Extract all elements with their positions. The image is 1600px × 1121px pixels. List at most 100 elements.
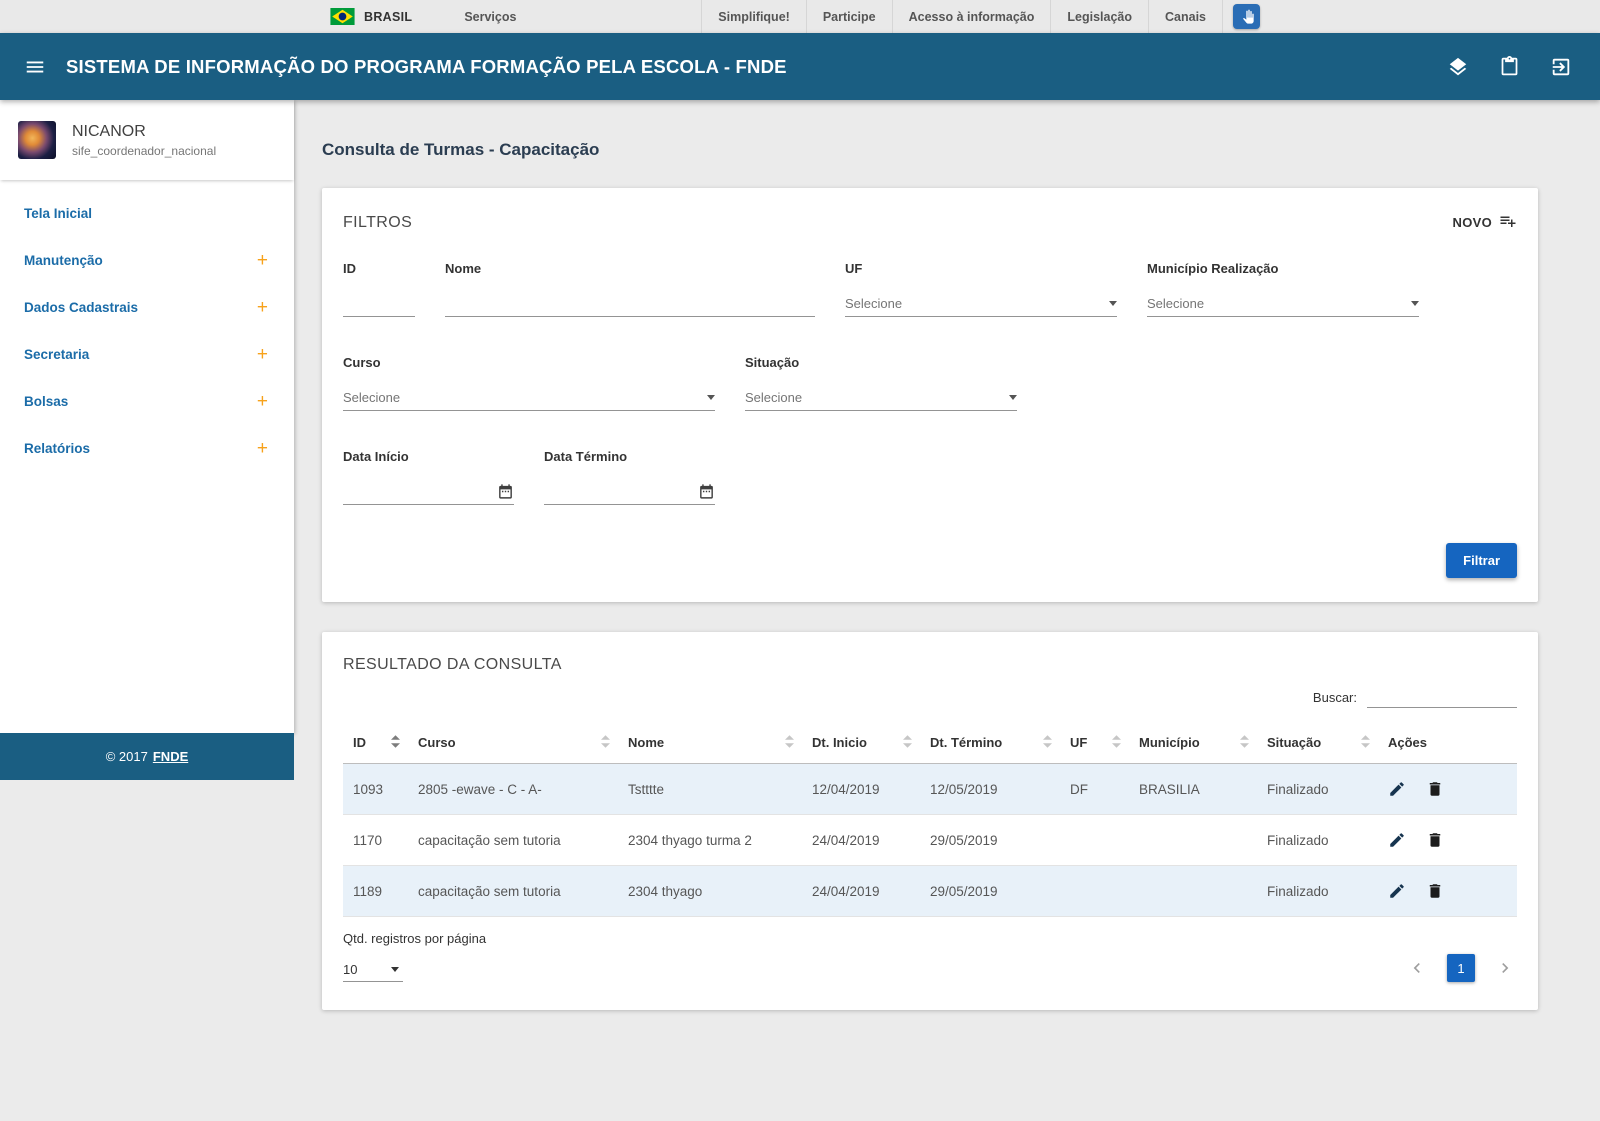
page-title: Consulta de Turmas - Capacitação: [322, 140, 600, 159]
results-title: RESULTADO DA CONSULTA: [343, 656, 562, 673]
page-button[interactable]: 1: [1447, 954, 1475, 982]
situacao-select[interactable]: Selecione: [745, 384, 1017, 411]
results-table: ID Curso: [343, 722, 1517, 917]
filter-curso-field: Curso Selecione: [343, 355, 715, 411]
sort-icon: [903, 734, 912, 751]
id-input[interactable]: [343, 290, 415, 317]
sort-icon: [785, 734, 794, 751]
sort-icon: [391, 734, 400, 751]
municipio-select[interactable]: Selecione: [1147, 290, 1419, 317]
column-header[interactable]: UF: [1060, 722, 1129, 764]
sidebar-item[interactable]: Bolsas +: [24, 390, 268, 412]
column-header[interactable]: Ações: [1378, 722, 1517, 764]
calendar-icon[interactable]: [497, 483, 514, 500]
column-header[interactable]: Nome: [618, 722, 802, 764]
per-page-select[interactable]: 10: [343, 957, 403, 982]
chevron-left-icon[interactable]: [1405, 956, 1429, 980]
pagination: 1: [1405, 954, 1517, 982]
novo-button[interactable]: NOVO: [1453, 212, 1517, 233]
plus-icon: +: [256, 249, 268, 271]
app-title: SISTEMA DE INFORMAÇÃO DO PROGRAMA FORMAÇ…: [66, 55, 787, 77]
delete-icon[interactable]: [1426, 882, 1444, 900]
column-header[interactable]: ID: [343, 722, 408, 764]
sidebar-item[interactable]: Dados Cadastrais +: [24, 296, 268, 318]
table-row[interactable]: 1170 capacitação sem tutoria 2304 thyago…: [343, 814, 1517, 866]
table-row[interactable]: 1189 capacitação sem tutoria 2304 thyago…: [343, 865, 1517, 917]
gov-link[interactable]: Simplifique!: [701, 0, 806, 33]
curso-select[interactable]: Selecione: [343, 384, 715, 411]
sidebar-nav: Tela Inicial + Manutenção + Dados Cadast…: [0, 190, 294, 472]
table-row[interactable]: 1093 2805 -ewave - C - A- Tstttte 12/04/…: [343, 763, 1517, 815]
column-header[interactable]: Dt. Término: [920, 722, 1060, 764]
sort-icon: [1240, 734, 1249, 751]
user-block: NICANOR sife_coordenador_nacional: [0, 100, 294, 180]
filters-title: FILTROS: [343, 213, 413, 231]
results-table-body: 1093 2805 -ewave - C - A- Tstttte 12/04/…: [343, 763, 1517, 917]
avatar: [18, 121, 56, 159]
plus-icon: +: [256, 343, 268, 365]
sidebar-item[interactable]: Manutenção +: [24, 249, 268, 271]
data-termino-input[interactable]: [544, 478, 715, 505]
main-content: Consulta de Turmas - Capacitação FILTROS…: [294, 100, 1600, 1070]
column-header[interactable]: Município: [1129, 722, 1257, 764]
search-input[interactable]: [1367, 684, 1517, 708]
copyright-text: © 2017: [105, 749, 148, 764]
accessibility-icon[interactable]: [1233, 4, 1260, 29]
user-role: sife_coordenador_nacional: [72, 143, 217, 158]
chevron-down-icon: [1109, 300, 1117, 306]
delete-icon[interactable]: [1426, 780, 1444, 798]
uf-select[interactable]: Selecione: [845, 290, 1117, 317]
sidebar: NICANOR sife_coordenador_nacional Tela I…: [0, 100, 294, 780]
clipboard-icon[interactable]: [1497, 54, 1522, 80]
gov-brand: BRASIL: [364, 9, 413, 24]
sidebar-footer: © 2017 FNDE: [0, 733, 294, 780]
filter-data-inicio-field: Data Início: [343, 449, 514, 505]
filter-id-field: ID: [343, 261, 415, 317]
fnde-link[interactable]: FNDE: [152, 749, 189, 764]
column-header[interactable]: Curso: [408, 722, 618, 764]
sidebar-item[interactable]: Relatórios +: [24, 437, 268, 459]
chevron-down-icon: [1411, 300, 1419, 306]
nome-input[interactable]: [445, 290, 815, 317]
edit-icon[interactable]: [1388, 882, 1406, 900]
results-card: RESULTADO DA CONSULTA Buscar:: [322, 632, 1538, 1010]
plus-icon: +: [256, 390, 268, 412]
filter-data-termino-field: Data Término: [544, 449, 715, 505]
chevron-down-icon: [1009, 394, 1017, 400]
column-header[interactable]: Situação: [1257, 722, 1378, 764]
sort-icon: [601, 734, 610, 751]
gov-services-link[interactable]: Serviços: [464, 9, 517, 24]
filtrar-button[interactable]: Filtrar: [1446, 543, 1517, 578]
edit-icon[interactable]: [1388, 780, 1406, 798]
app-header: SISTEMA DE INFORMAÇÃO DO PROGRAMA FORMAÇ…: [0, 33, 1600, 100]
chevron-down-icon: [707, 394, 715, 400]
edit-icon[interactable]: [1388, 831, 1406, 849]
gov-link[interactable]: Canais: [1148, 0, 1222, 33]
user-name: NICANOR: [72, 122, 146, 140]
column-header[interactable]: Dt. Inicio: [802, 722, 920, 764]
gov-link[interactable]: Legislação: [1050, 0, 1148, 33]
data-inicio-input[interactable]: [343, 478, 514, 505]
gov-bar: BRASIL Serviços Simplifique! Participe A…: [0, 0, 1600, 33]
plus-icon: +: [256, 296, 268, 318]
gov-link[interactable]: Participe: [805, 0, 892, 33]
search-label: Buscar:: [1312, 690, 1357, 705]
menu-icon[interactable]: [18, 50, 52, 84]
chevron-right-icon[interactable]: [1493, 956, 1517, 980]
filter-uf-field: UF Selecione: [845, 261, 1117, 317]
calendar-icon[interactable]: [698, 483, 715, 500]
playlist-add-icon: [1499, 212, 1517, 233]
per-page-label: Qtd. registros por página: [343, 931, 487, 946]
sort-icon: [1361, 734, 1370, 751]
layers-icon[interactable]: [1445, 54, 1471, 80]
filter-municipio-field: Município Realização Selecione: [1147, 261, 1419, 317]
logout-icon[interactable]: [1548, 54, 1574, 80]
chevron-down-icon: [391, 966, 399, 972]
delete-icon[interactable]: [1426, 831, 1444, 849]
gov-link[interactable]: Acesso à informação: [891, 0, 1051, 33]
filter-situacao-field: Situação Selecione: [745, 355, 1017, 411]
sort-icon: [1043, 734, 1052, 751]
filters-card: FILTROS NOVO ID Nome: [322, 188, 1538, 602]
sidebar-item[interactable]: Secretaria +: [24, 343, 268, 365]
sidebar-item[interactable]: Tela Inicial +: [24, 206, 93, 221]
